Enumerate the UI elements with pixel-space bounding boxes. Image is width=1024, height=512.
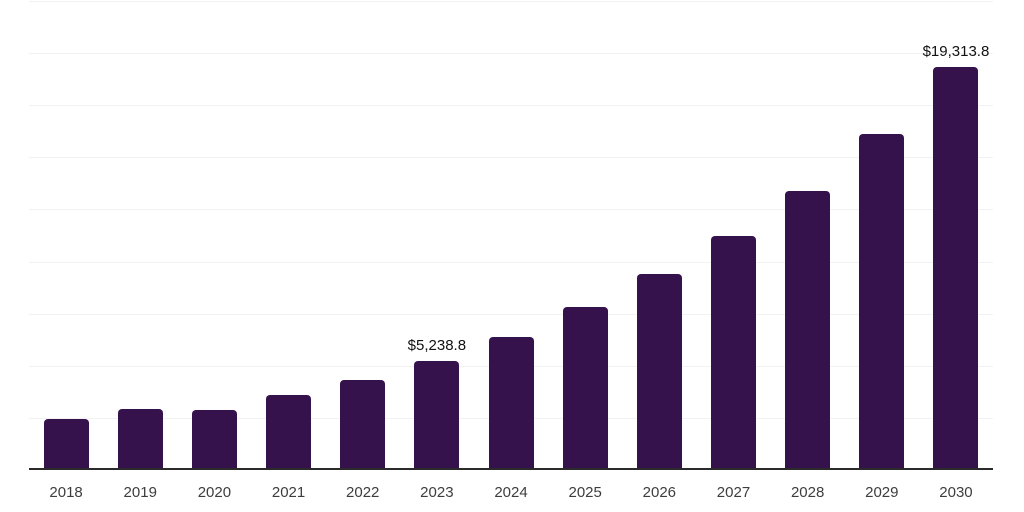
gridline [29,1,993,3]
bar-slot-2022 [326,0,400,470]
bar-slot-2024 [474,0,548,470]
x-tick-label-2020: 2020 [197,484,232,501]
plot-area: $5,238.8 $19,313.8 [29,0,993,470]
bars-container: $5,238.8 $19,313.8 [29,0,993,470]
bar-slot-2021 [251,0,325,470]
x-tick-label-2024: 2024 [494,484,528,501]
bar-2018 [43,418,89,470]
bar-slot-2028 [771,0,845,470]
x-tick-label-2021: 2021 [271,484,306,501]
bar-2024 [488,337,534,470]
bar-2029 [859,134,905,470]
x-tick-label-2028: 2028 [790,484,825,501]
bar-2023 [414,360,460,470]
data-label-2023: $5,238.8 [407,336,467,354]
gridline [29,313,993,315]
bar-2021 [266,394,312,470]
bar-slot-2025 [548,0,622,470]
x-tick-label-2019: 2019 [123,484,157,501]
x-tick-label-2030: 2030 [939,484,973,501]
bar-2030 [933,67,979,470]
x-tick-label-2027: 2027 [716,484,751,501]
bar-2028 [785,190,831,470]
bar-2020 [191,409,237,470]
gridline [29,209,993,211]
x-tick-label-2023: 2023 [420,484,454,501]
bar-slot-2029 [845,0,919,470]
bar-2022 [340,380,386,470]
x-tick-label-2022: 2022 [346,484,380,501]
bar-slot-2023: $5,238.8 [400,0,474,470]
x-tick-label-2025: 2025 [568,484,602,501]
bar-2027 [710,235,756,470]
gridline [29,261,993,263]
x-axis-line [29,468,993,470]
x-axis-labels: 2018 2019 2020 2021 2022 2023 2024 2025 2026 2027… [29,484,993,501]
bar-2019 [117,408,163,470]
bar-slot-2019 [103,0,177,470]
bar-2026 [636,274,682,470]
gridline [29,53,993,55]
bar-slot-2030: $19,313.8 [919,0,993,470]
gridline [29,157,993,159]
x-tick-label-2029: 2029 [865,484,899,501]
bar-slot-2026 [622,0,696,470]
x-tick-label-2018: 2018 [49,484,83,501]
x-tick-label-2026: 2026 [642,484,677,501]
bar-slot-2018 [29,0,103,470]
bar-slot-2027 [696,0,770,470]
bar-2025 [562,307,608,470]
bar-slot-2020 [177,0,251,470]
data-label-2030: $19,313.8 [922,43,990,61]
gridline [29,105,993,107]
